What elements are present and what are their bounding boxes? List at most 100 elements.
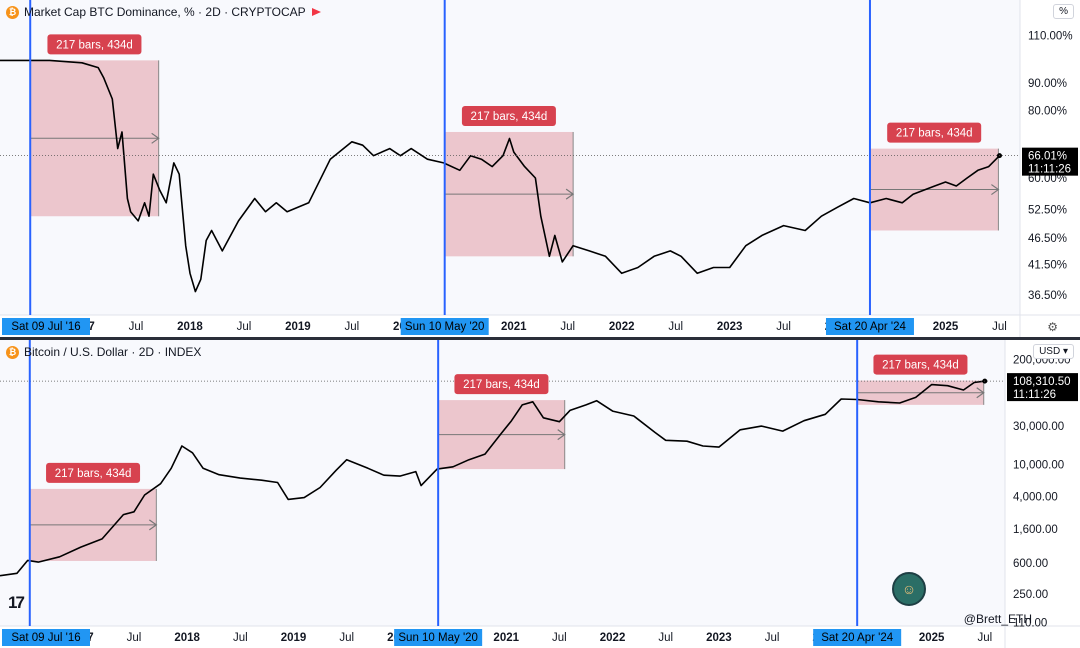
range-label: 217 bars, 434d (873, 354, 968, 375)
last-value-label: 108,310.50 (1013, 376, 1071, 388)
price-line (0, 380, 985, 577)
dominance-title: Market Cap BTC Dominance, % · 2D · CRYPT… (24, 5, 306, 19)
x-tick-label: 2021 (501, 321, 527, 333)
range-label: 217 bars, 434d (461, 105, 556, 126)
date-range-arrowhead (976, 387, 985, 399)
y-tick-label: 41.50% (1028, 260, 1067, 272)
x-tick-label: Jul (658, 632, 673, 644)
dominance-pane[interactable]: 217 bars, 434d 217 bars, 434d 217 bars, 43… (0, 0, 1080, 337)
range-label-bg (873, 354, 968, 375)
x-tick-label: Jul (977, 632, 992, 644)
y-tick-label: 46.50% (1028, 233, 1067, 245)
usd-scale-button[interactable]: USD ▾ (1033, 344, 1074, 359)
range-label-bg (461, 105, 556, 126)
price-chart[interactable]: 217 bars, 434d 217 bars, 434d 217 bars, 43… (0, 340, 1080, 648)
x-tick-label: Jul (992, 321, 1007, 333)
y-tick-label: 52.50% (1028, 204, 1067, 216)
y-tick-label: 600.00 (1013, 558, 1048, 570)
start-date-badge (400, 318, 489, 335)
x-tick-label: 2023 (717, 321, 743, 333)
tradingview-logo: 17 (8, 593, 25, 612)
range-label: 217 bars, 434d (454, 374, 549, 395)
bitcoin-icon: ₿ (6, 5, 19, 19)
x-tick-label: Jul (552, 632, 567, 644)
range-label-text: 217 bars, 434d (56, 39, 133, 51)
x-tick-label: Jul (127, 632, 142, 644)
start-date-label: Sat 20 Apr '24 (834, 321, 906, 333)
range-label-bg (46, 462, 141, 483)
range-label-bg (47, 34, 142, 55)
range-label-text: 217 bars, 434d (471, 111, 548, 123)
y-tick-label: 36.50% (1028, 290, 1067, 302)
x-tick-label: Jul (560, 321, 575, 333)
x-tick-label: Jul (233, 632, 248, 644)
watermark: @Brett_ETH (963, 612, 1032, 626)
range-label: 217 bars, 434d (887, 122, 982, 143)
y-tick-label: 4,000.00 (1013, 492, 1058, 504)
avatar-icon: ☺ (892, 572, 926, 606)
y-tick-label: 1,600.00 (1013, 524, 1058, 536)
range-label-bg (454, 374, 549, 395)
price-pane[interactable]: 217 bars, 434d 217 bars, 434d 217 bars, 43… (0, 340, 1080, 648)
x-tick-label: Jul (129, 321, 144, 333)
price-legend[interactable]: ₿ Bitcoin / U.S. Dollar · 2D · INDEX (6, 345, 201, 359)
last-value-badge (1022, 147, 1078, 176)
x-tick-label: 2018 (174, 632, 200, 644)
countdown-label: 11:11:26 (1028, 164, 1071, 176)
date-range-arrowhead (148, 519, 158, 531)
x-tick-label: Jul (668, 321, 683, 333)
x-tick-label: Jul (339, 632, 354, 644)
x-tick-label: 2025 (933, 321, 959, 333)
y-tick-label: 110.00 (1013, 618, 1047, 630)
x-tick-label: 2022 (609, 321, 635, 333)
y-tick-label: 90.00% (1028, 78, 1067, 90)
range-label-text: 217 bars, 434d (463, 379, 540, 391)
start-date-badge (813, 629, 902, 646)
range-label: 217 bars, 434d (46, 462, 141, 483)
flag-icon[interactable] (311, 8, 321, 16)
last-value-badge (1007, 373, 1078, 402)
percent-scale-button[interactable]: % (1053, 4, 1074, 19)
y-tick-label: 80.00% (1028, 105, 1067, 117)
start-date-badge (2, 318, 90, 335)
date-range-arrowhead (151, 132, 160, 144)
y-tick-label: 10,000.00 (1013, 460, 1064, 472)
x-tick-label: 2019 (285, 321, 311, 333)
x-tick-label: 2021 (493, 632, 519, 644)
usd-scale-label: USD (1039, 346, 1061, 357)
date-range-arrowhead (565, 188, 575, 200)
x-tick-label: 2025 (919, 632, 945, 644)
start-date-label: Sat 09 Jul '16 (11, 321, 80, 333)
start-date-badge (394, 629, 483, 646)
pane-divider[interactable] (0, 337, 1080, 340)
x-tick-label: 2019 (281, 632, 307, 644)
dominance-chart[interactable]: 217 bars, 434d 217 bars, 434d 217 bars, 43… (0, 0, 1080, 337)
y-tick-label: 110.00% (1028, 31, 1073, 43)
start-date-label: Sat 20 Apr '24 (821, 632, 893, 644)
x-tick-label: 2023 (706, 632, 732, 644)
range-label-text: 217 bars, 434d (55, 468, 132, 480)
x-tick-label: 2022 (600, 632, 626, 644)
x-tick-label: Jul (345, 321, 360, 333)
bitcoin-icon: ₿ (6, 345, 19, 359)
start-date-badge (825, 318, 914, 335)
start-date-label: Sun 10 May '20 (405, 321, 485, 333)
x-tick-label: 2018 (177, 321, 203, 333)
range-label: 217 bars, 434d (47, 34, 142, 55)
x-tick-label: Jul (237, 321, 252, 333)
date-range-arrowhead (991, 184, 1000, 196)
y-tick-label: 60.00% (1028, 173, 1067, 185)
last-value-label: 66.01% (1028, 151, 1067, 163)
start-date-badge (2, 629, 90, 646)
date-range-arrowhead (557, 429, 566, 441)
countdown-label: 11:11:26 (1013, 389, 1056, 401)
gear-icon[interactable]: ⚙ (1047, 320, 1058, 334)
y-tick-label: 30,000.00 (1013, 421, 1064, 433)
range-label-text: 217 bars, 434d (896, 128, 973, 140)
x-tick-label: Jul (776, 321, 791, 333)
x-tick-label: Jul (765, 632, 780, 644)
price-line (0, 59, 1001, 293)
dominance-legend[interactable]: ₿ Market Cap BTC Dominance, % · 2D · CRY… (6, 5, 321, 19)
start-date-label: Sun 10 May '20 (398, 632, 478, 644)
y-tick-label: 250.00 (1013, 589, 1048, 601)
